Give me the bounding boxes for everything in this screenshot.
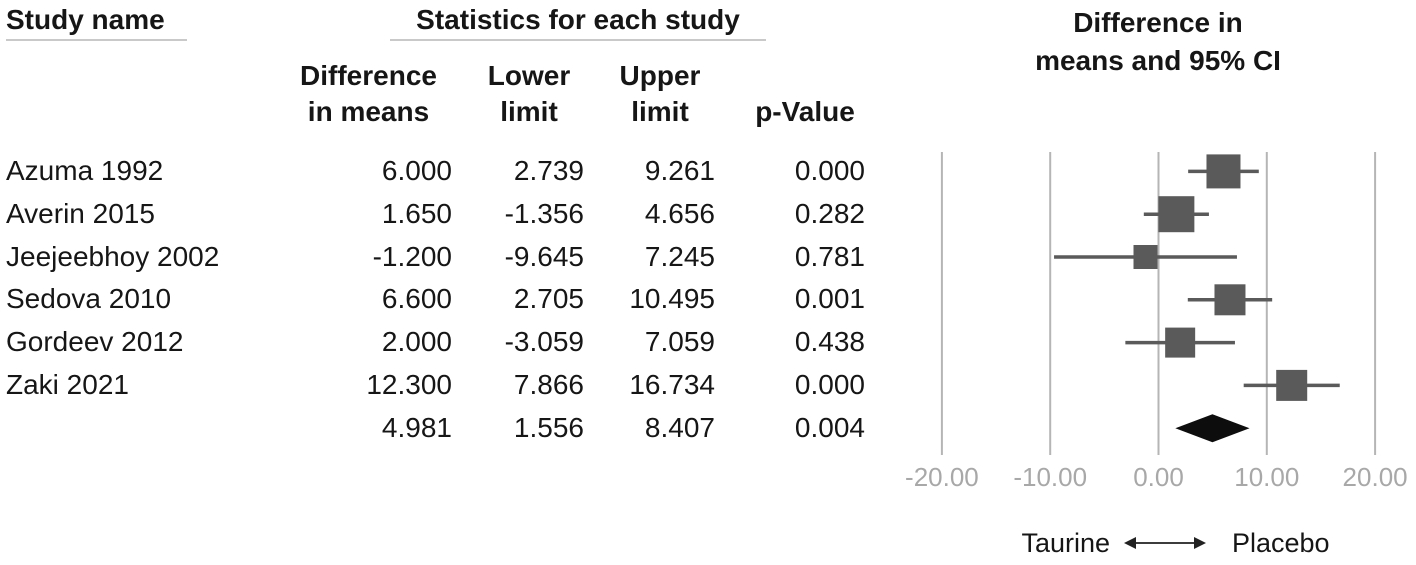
p-value: 0.438 [794,326,865,358]
effect-square [1214,284,1246,316]
lower-value: 1.556 [513,411,584,443]
lower-value: -3.059 [504,326,584,358]
statistics-table: Azuma 1992 6.000 2.739 9.261 0.000 Averi… [0,150,900,450]
study-name: Sedova 2010 [6,283,172,315]
lower-value: 2.739 [513,155,584,186]
column-header-difference-in-means: Difference in means [300,60,437,127]
upper-value: 4.656 [644,197,715,229]
plot-title: Difference in means and 95% CI [943,4,1373,80]
table-row: Averin 2015 1.650 -1.356 4.656 0.282 [0,193,900,236]
upper-value: 7.245 [644,240,715,272]
table-row: Azuma 1992 6.000 2.739 9.261 0.000 [0,150,900,193]
diff-value: 4.981 [381,411,452,443]
diff-value: 6.600 [381,283,452,315]
axis-tick-label: 0.00 [1133,462,1184,492]
favours-left-label: Taurine [1021,528,1110,558]
column-header-lower-limit: Lower limit [487,60,571,127]
axis-tick-label: 20.00 [1343,462,1408,492]
axis-tick-label: 10.00 [1234,462,1299,492]
diff-value: -1.200 [372,240,452,272]
p-value: 0.001 [794,283,865,315]
study-name-column-header: Study name [6,4,187,41]
effect-square [1165,327,1196,358]
table-row-overall: 4.981 1.556 8.407 0.004 [0,407,900,450]
diff-value: 6.000 [381,155,452,186]
p-value: 0.282 [794,197,865,229]
table-row: Zaki 2021 12.300 7.866 16.734 0.000 [0,364,900,407]
arrow-left-head-icon [1124,537,1136,549]
axis-tick-label: -20.00 [905,462,979,492]
lower-value: 7.866 [513,368,584,400]
axis-tick-label: -10.00 [1013,462,1087,492]
summary-diamond [1175,414,1250,443]
upper-value: 9.261 [644,155,715,186]
p-value: 0.004 [794,411,865,443]
forest-plot-svg: -20.00 -10.00 0.00 10.00 20.00 Taurine Placebo [905,152,1408,558]
study-name: Azuma 1992 [6,155,164,186]
table-row: Jeejeebhoy 2002 -1.200 -9.645 7.245 0.78… [0,236,900,279]
upper-value: 7.059 [644,326,715,358]
p-value: 0.000 [794,368,865,400]
effect-square [1276,369,1308,401]
upper-value: 10.495 [629,283,715,315]
column-header-p-value: p-Value [755,96,855,127]
effect-square [1133,245,1158,269]
study-name: Zaki 2021 [6,368,129,400]
plot-title-line2: means and 95% CI [1035,45,1281,76]
diff-value: 2.000 [381,326,452,358]
lower-value: -1.356 [504,197,584,229]
diff-value: 12.300 [366,368,452,400]
lower-value: 2.705 [513,283,584,315]
p-value: 0.781 [794,240,865,272]
p-value: 0.000 [794,155,865,186]
table-row: Sedova 2010 6.600 2.705 10.495 0.001 [0,278,900,321]
arrow-right-head-icon [1194,537,1206,549]
statistics-group-header: Statistics for each study [390,4,766,41]
diff-value: 1.650 [381,197,452,229]
effect-square [1206,154,1241,189]
plot-title-line1: Difference in [1073,7,1243,38]
table-row: Gordeev 2012 2.000 -3.059 7.059 0.438 [0,321,900,364]
study-name: Jeejeebhoy 2002 [6,240,220,272]
upper-value: 8.407 [644,411,715,443]
lower-value: -9.645 [504,240,584,272]
study-name: Averin 2015 [6,197,155,229]
favours-right-label: Placebo [1232,528,1330,558]
upper-value: 16.734 [629,368,715,400]
effect-square [1158,196,1195,233]
column-header-upper-limit: Upper limit [619,60,701,127]
study-name: Gordeev 2012 [6,326,184,358]
